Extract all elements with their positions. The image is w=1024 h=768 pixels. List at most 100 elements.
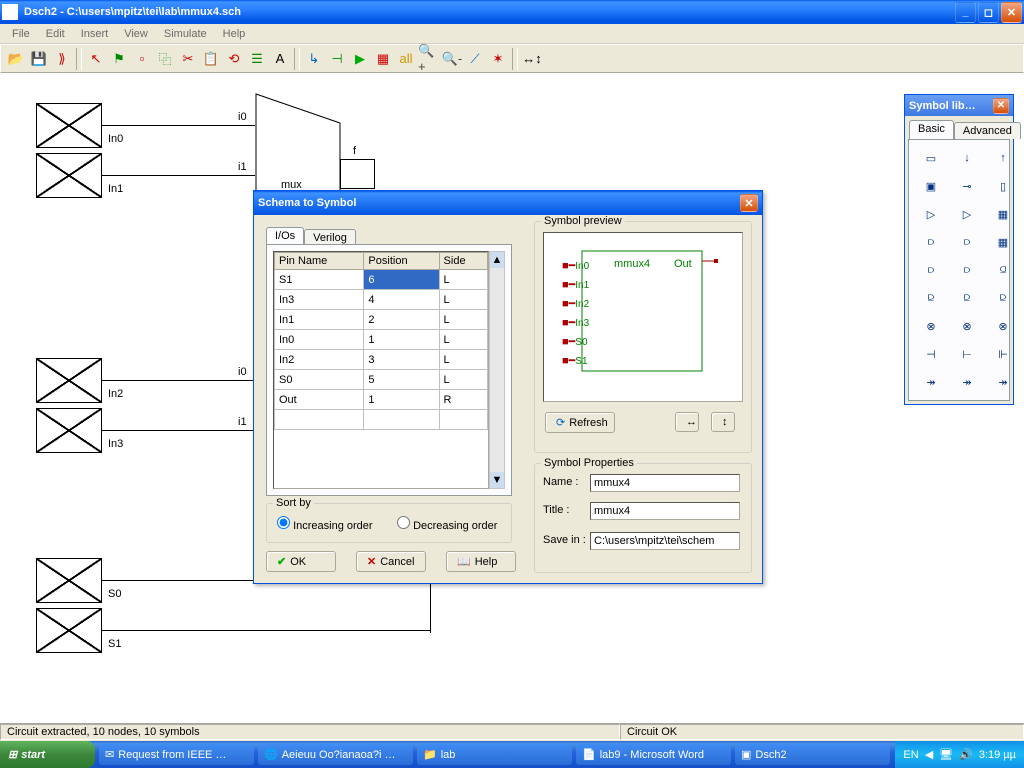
- palette-symbol-2[interactable]: ↑: [987, 146, 1019, 170]
- palette-symbol-18[interactable]: ⊗: [915, 314, 947, 338]
- menu-view[interactable]: View: [116, 26, 156, 42]
- title-field[interactable]: [590, 502, 740, 520]
- name-field[interactable]: [590, 474, 740, 492]
- toggle-button[interactable]: ✶: [487, 48, 509, 70]
- input-label: S1: [108, 638, 121, 650]
- palette-symbol-4[interactable]: ⊸: [951, 174, 983, 198]
- palette-symbol-12[interactable]: ⫐: [915, 258, 947, 282]
- menu-file[interactable]: File: [4, 26, 38, 42]
- paste-button[interactable]: 📋: [200, 48, 222, 70]
- taskbar-item[interactable]: 📄lab9 - Microsoft Word: [576, 744, 731, 765]
- menu-help[interactable]: Help: [215, 26, 254, 42]
- wire-button[interactable]: ↳: [303, 48, 325, 70]
- save-field[interactable]: [590, 532, 740, 550]
- window-title: Dsch2 - C:\users\mpitz\tei\lab\mmux4.sch: [22, 6, 955, 18]
- flag-button[interactable]: ⚑: [108, 48, 130, 70]
- start-button[interactable]: ⊞start: [0, 741, 95, 768]
- pointer-button[interactable]: ↖: [85, 48, 107, 70]
- open-button[interactable]: 📂: [5, 48, 27, 70]
- palette-tab-advanced[interactable]: Advanced: [954, 122, 1021, 139]
- pin-row-out[interactable]: Out1R: [275, 390, 488, 410]
- pin-row-in0[interactable]: In01L: [275, 330, 488, 350]
- ok-button[interactable]: ✔OK: [266, 551, 336, 572]
- palette-symbol-10[interactable]: ⫐: [951, 230, 983, 254]
- palette-symbol-0[interactable]: ▭: [915, 146, 947, 170]
- palette-symbol-17[interactable]: ⫒: [987, 286, 1019, 310]
- palette-symbol-13[interactable]: ⫐: [951, 258, 983, 282]
- save-button[interactable]: 💾: [28, 48, 50, 70]
- zoom-in-button[interactable]: 🔍+: [418, 48, 440, 70]
- palette-symbol-24[interactable]: ↠: [915, 370, 947, 394]
- cut-button[interactable]: ✂: [177, 48, 199, 70]
- sort-decreasing[interactable]: Decreasing order: [397, 516, 497, 532]
- zoom-out-button[interactable]: 🔍-: [441, 48, 463, 70]
- refresh-button[interactable]: ⟳Refresh: [545, 412, 615, 433]
- palette-symbol-1[interactable]: ↓: [951, 146, 983, 170]
- input-box-s0: [36, 558, 102, 603]
- dialog-close-button[interactable]: ✕: [740, 194, 758, 212]
- timing-button[interactable]: ▦: [372, 48, 394, 70]
- rotate-button[interactable]: ⟲: [223, 48, 245, 70]
- table-scrollbar[interactable]: ▲ ▼: [489, 251, 505, 489]
- input-label: In2: [108, 388, 123, 400]
- status-left: Circuit extracted, 10 nodes, 10 symbols: [0, 724, 620, 740]
- taskbar-item[interactable]: 📁lab: [417, 744, 572, 765]
- system-tray[interactable]: EN ◀ 🖥 🔊 3:19 µµ: [895, 741, 1024, 768]
- taskbar-item[interactable]: 🌐Aeieuu Oo?ianaoa?i …: [258, 744, 413, 765]
- palette-close-button[interactable]: ✕: [993, 98, 1009, 114]
- palette-symbol-16[interactable]: ⫒: [951, 286, 983, 310]
- palette-symbol-9[interactable]: ⫐: [915, 230, 947, 254]
- palette-symbol-26[interactable]: ↠: [987, 370, 1019, 394]
- palette-symbol-15[interactable]: ⫒: [915, 286, 947, 310]
- menu-edit[interactable]: Edit: [38, 26, 73, 42]
- list-button[interactable]: ☰: [246, 48, 268, 70]
- symbol-palette: Symbol lib… ✕ Basic Advanced ▭↓↑▣⊸▯▷▷▦⫐⫐…: [904, 94, 1014, 405]
- menu-bar: FileEditInsertViewSimulateHelp: [0, 24, 1024, 44]
- text-button[interactable]: A: [269, 48, 291, 70]
- menu-insert[interactable]: Insert: [73, 26, 117, 42]
- conn-button[interactable]: ⊣: [326, 48, 348, 70]
- mux-out-box: [340, 159, 375, 189]
- palette-tab-basic[interactable]: Basic: [909, 120, 954, 139]
- palette-symbol-21[interactable]: ⊣: [915, 342, 947, 366]
- title-label: Title :: [543, 504, 570, 516]
- palette-symbol-7[interactable]: ▷: [951, 202, 983, 226]
- help-button[interactable]: 📖Help: [446, 551, 516, 572]
- node-button[interactable]: ▫: [131, 48, 153, 70]
- flip-v-button[interactable]: ↕: [711, 412, 735, 432]
- palette-symbol-19[interactable]: ⊗: [951, 314, 983, 338]
- palette-symbol-20[interactable]: ⊗: [987, 314, 1019, 338]
- pin-row-s1[interactable]: S16L: [275, 270, 488, 290]
- palette-symbol-25[interactable]: ↠: [951, 370, 983, 394]
- palette-symbol-22[interactable]: ⊢: [951, 342, 983, 366]
- pin-row-s0[interactable]: S05L: [275, 370, 488, 390]
- taskbar-item[interactable]: ▣Dsch2: [735, 744, 890, 765]
- cancel-button[interactable]: ✕Cancel: [356, 551, 426, 572]
- sort-increasing[interactable]: Increasing order: [277, 516, 373, 532]
- run-button[interactable]: ▶: [349, 48, 371, 70]
- menu-simulate[interactable]: Simulate: [156, 26, 215, 42]
- copy-button[interactable]: ⿻: [154, 48, 176, 70]
- preview-canvas: mmux4 Out ■━In0■━In1■━In2■━In3■━S0■━S1: [543, 232, 743, 402]
- arrows-button[interactable]: ↔↕: [521, 48, 543, 70]
- palette-symbol-8[interactable]: ▦: [987, 202, 1019, 226]
- pin-row-in2[interactable]: In23L: [275, 350, 488, 370]
- pin-row-in1[interactable]: In12L: [275, 310, 488, 330]
- palette-symbol-3[interactable]: ▣: [915, 174, 947, 198]
- palette-symbol-14[interactable]: ⫑: [987, 258, 1019, 282]
- flip-h-button[interactable]: ↔: [675, 412, 699, 432]
- palette-symbol-11[interactable]: ▦: [987, 230, 1019, 254]
- insert-symbol-button[interactable]: ⟫: [51, 48, 73, 70]
- minimize-button[interactable]: _: [955, 2, 976, 23]
- palette-symbol-23[interactable]: ⊩: [987, 342, 1019, 366]
- palette-symbol-5[interactable]: ▯: [987, 174, 1019, 198]
- palette-symbol-6[interactable]: ▷: [915, 202, 947, 226]
- taskbar-item[interactable]: ✉Request from IEEE …: [99, 744, 254, 765]
- close-button[interactable]: ✕: [1001, 2, 1022, 23]
- tray-lang: EN: [903, 749, 918, 761]
- maximize-button[interactable]: ◻: [978, 2, 999, 23]
- pin-row-in3[interactable]: In34L: [275, 290, 488, 310]
- measure-button[interactable]: ⟋: [464, 48, 486, 70]
- all-button[interactable]: all: [395, 48, 417, 70]
- pin-table[interactable]: Pin NamePositionSideS16LIn34LIn12LIn01LI…: [273, 251, 489, 489]
